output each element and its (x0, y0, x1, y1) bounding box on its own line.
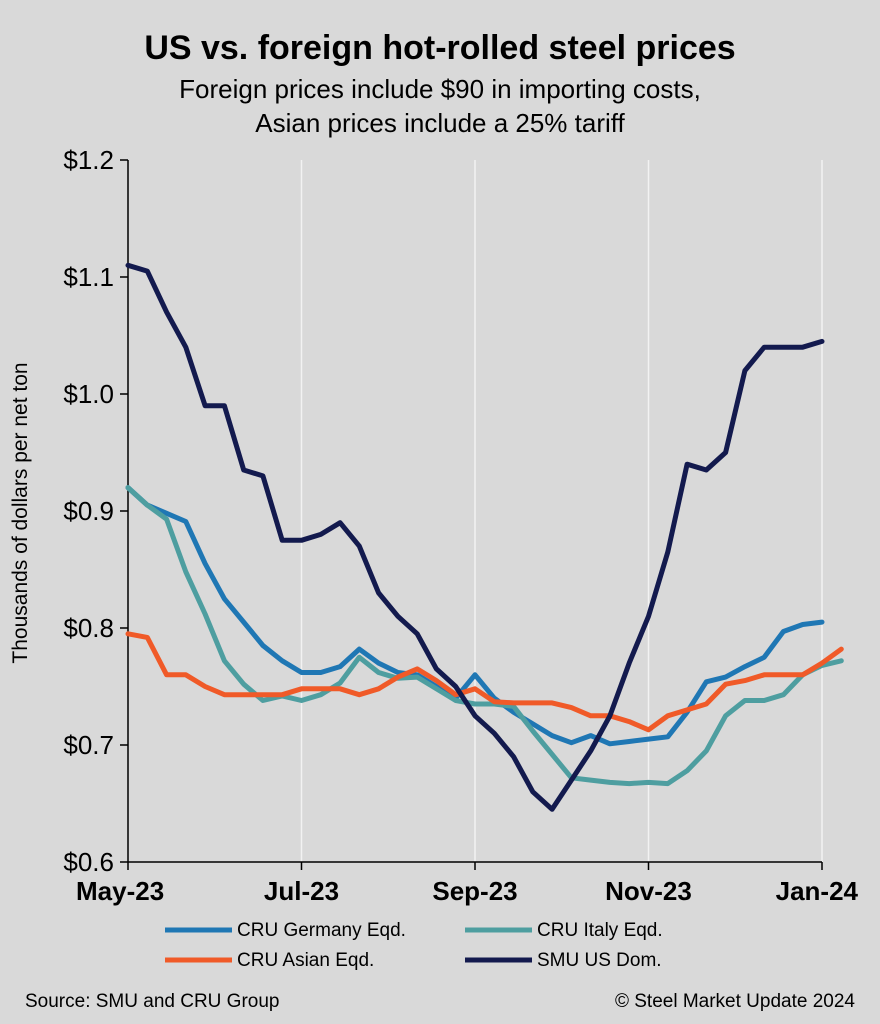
x-axis-ticks: May-23 Jul-23 Sep-23 Nov-23 Jan-24 (76, 862, 859, 906)
y-tick-label: $1.1 (63, 262, 114, 292)
chart-title: US vs. foreign hot-rolled steel prices (144, 29, 735, 67)
y-tick-label: $1.2 (63, 145, 114, 175)
y-tick-label: $0.7 (63, 730, 114, 760)
y-tick-label: $0.8 (63, 613, 114, 643)
x-tick-label: Sep-23 (432, 876, 517, 906)
y-tick-label: $1.0 (63, 379, 114, 409)
x-tick-label: Jul-23 (264, 876, 339, 906)
series-lines (125, 262, 844, 812)
y-axis-label: Thousands of dollars per net ton (9, 362, 32, 663)
x-tick-label: Jan-24 (776, 876, 859, 906)
source-note: Source: SMU and CRU Group (25, 991, 280, 1012)
chart-subtitle-line-1: Foreign prices include $90 in importing … (179, 74, 701, 104)
y-tick-label: $0.9 (63, 496, 114, 526)
grid-lines (300, 160, 823, 862)
x-tick-label: May-23 (76, 876, 164, 906)
series-line-2 (125, 485, 844, 787)
y-axis-ticks: $1.2 $1.1 $1.0 $0.9 $0.8 $0.7 $0.6 (63, 145, 128, 877)
y-tick-label: $0.6 (63, 847, 114, 877)
legend-label: CRU Italy Eqd. (537, 920, 663, 941)
chart-subtitle-line-2: Asian prices include a 25% tariff (255, 108, 625, 138)
series-line-3 (125, 631, 844, 733)
x-tick-label: Nov-23 (605, 876, 692, 906)
legend-label: CRU Asian Eqd. (237, 950, 374, 971)
series-line-1 (125, 485, 825, 747)
legend: CRU Germany Eqd. CRU Italy Eqd. CRU Asian … (165, 920, 663, 971)
series-line-4 (125, 262, 825, 812)
legend-label: CRU Germany Eqd. (237, 920, 406, 941)
legend-label: SMU US Dom. (537, 950, 662, 971)
copyright-note: © Steel Market Update 2024 (615, 991, 855, 1012)
